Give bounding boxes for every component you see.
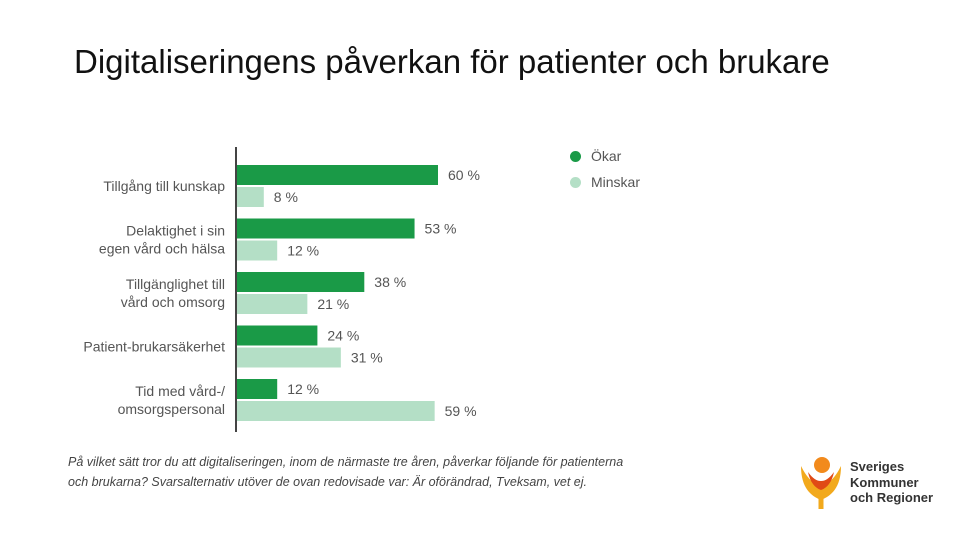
legend-swatch-okar (570, 150, 581, 162)
slide-title: Digitaliseringens påverkan för patienter… (74, 43, 830, 80)
bar-okar (237, 379, 278, 399)
category-label: Tid med vård-/ (135, 383, 225, 399)
category-label: omsorgspersonal (118, 401, 225, 417)
chart-legend: Ökar Minskar (570, 143, 640, 195)
legend-swatch-minskar (570, 176, 581, 188)
logo-line-3: och Regioner (850, 490, 934, 505)
data-label: 31 % (351, 350, 383, 366)
category-label: egen vård och hälsa (99, 241, 225, 257)
bar-okar (237, 165, 438, 185)
bar-okar (237, 272, 365, 292)
data-label: 12 % (287, 381, 319, 397)
category-label: Delaktighet i sin (126, 223, 225, 239)
skr-logo-text: Sveriges Kommuner och Regioner (850, 459, 933, 506)
skr-emblem-icon (801, 457, 841, 509)
data-label: 12 % (287, 243, 319, 259)
category-label: vård och omsorg (121, 294, 225, 310)
legend-item-minskar: Minskar (570, 169, 640, 195)
bar-minskar (237, 240, 278, 261)
legend-item-okar: Ökar (570, 143, 640, 169)
data-label: 53 % (425, 221, 457, 237)
bar-minskar (237, 187, 264, 207)
category-label: Tillgänglighet till (126, 276, 225, 292)
data-label: 8 % (274, 189, 298, 205)
data-label: 38 % (374, 274, 406, 290)
logo-line-2: Kommuner (850, 474, 919, 490)
data-label: 21 % (317, 296, 349, 312)
data-label: 24 % (327, 328, 359, 344)
legend-label-minskar: Minskar (591, 174, 641, 190)
data-label: 60 % (448, 167, 480, 183)
data-label: 59 % (445, 403, 477, 419)
bar-okar (237, 218, 415, 239)
logo-line-1: Sveriges (850, 459, 905, 474)
skr-logo: Sveriges Kommuner och Regioner (795, 452, 945, 512)
bar-minskar (237, 294, 308, 314)
survey-footnote: På vilket sätt tror du att digitaliserin… (68, 455, 624, 489)
bar-okar (237, 325, 318, 346)
category-label: Tillgång till kunskap (103, 178, 225, 194)
legend-label-okar: Ökar (591, 148, 622, 164)
bar-minskar (237, 401, 435, 421)
bar-minskar (237, 347, 341, 368)
category-label: Patient-brukarsäkerhet (83, 339, 225, 355)
